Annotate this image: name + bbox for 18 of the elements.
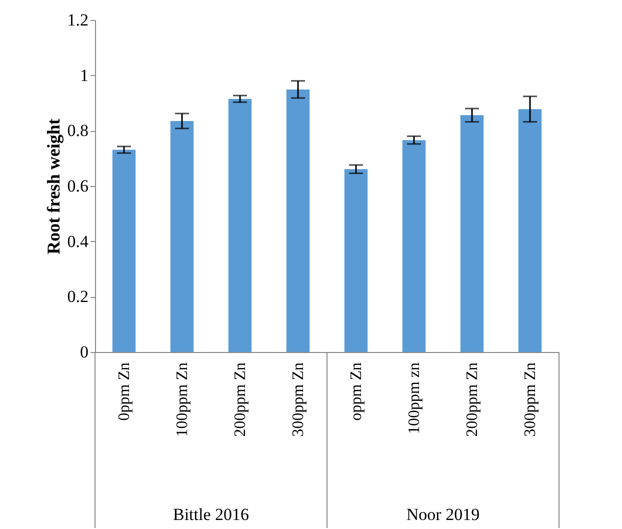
x-tick-label: 300ppm Zn [522,362,539,437]
y-tick-label: 1.2 [67,10,88,30]
text: Bittle 2016 [172,505,250,524]
y-tick-label: 0 [80,342,88,362]
y-tick-label: 0.2 [67,287,88,306]
x-tick-label: 100ppm Zn [174,362,191,437]
x-tick-label: 300ppm Zn [290,362,307,437]
x-tick-label: oppm Zn [348,362,365,421]
y-tick-label: 0.4 [67,232,89,251]
y-tick-label: 0.6 [67,176,88,196]
x-tick-label: 0ppm Zn [116,362,133,421]
x-tick-label: 200ppm Zn [464,362,481,437]
text: Noor 2019 [406,505,480,524]
x-tick-label: 100ppm zn [406,362,423,434]
y-tick-label: 1 [80,66,88,85]
x-tick-label: 200ppm Zn [232,362,249,437]
y-tick-label: 0.8 [67,121,88,140]
y-axis-title: Root fresh weight [43,118,64,254]
